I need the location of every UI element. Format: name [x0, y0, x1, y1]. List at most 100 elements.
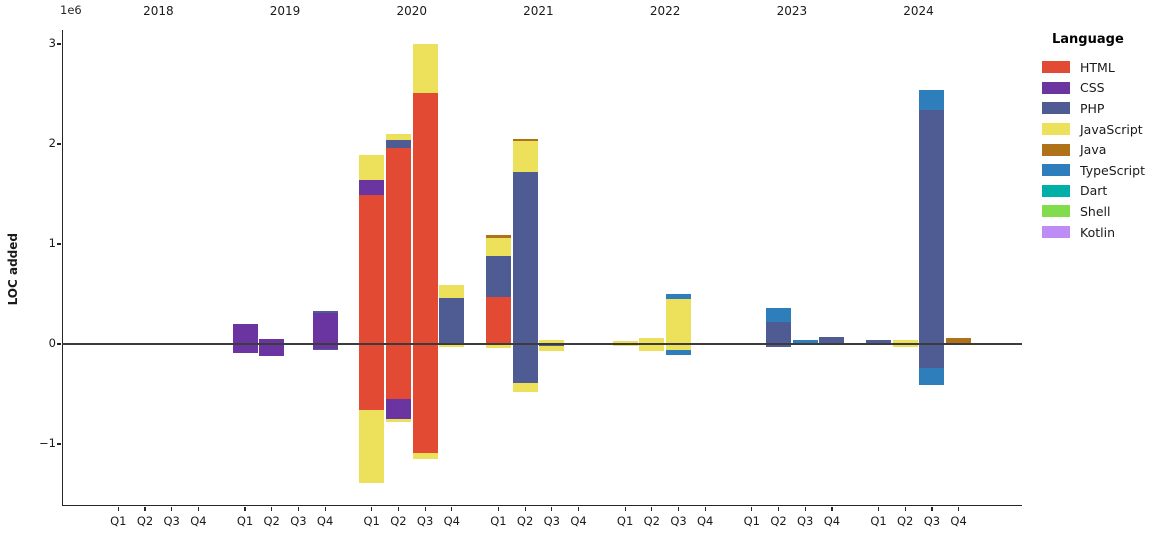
legend-swatch	[1042, 184, 1070, 197]
x-tick-label: Q4	[443, 514, 460, 528]
year-label: 2023	[776, 4, 808, 18]
bar-segment	[359, 344, 385, 410]
x-tick-label: Q1	[236, 514, 254, 528]
bar-segment	[385, 419, 411, 422]
legend-item-label: CSS	[1080, 80, 1105, 96]
bar-segment	[359, 180, 385, 195]
bar-segment	[359, 410, 385, 483]
bar-segment	[485, 256, 511, 297]
year-label: 2018	[143, 4, 174, 18]
x-tick	[117, 507, 119, 511]
x-tick-label: Q2	[136, 514, 154, 528]
x-tick-label: Q3	[543, 514, 560, 528]
bar-segment	[439, 298, 465, 344]
x-tick-label: Q3	[416, 514, 434, 528]
x-tick	[397, 507, 400, 511]
x-tick	[497, 507, 500, 511]
x-tick-label: Q3	[163, 514, 180, 528]
zero-line	[62, 343, 1022, 345]
legend-item: Shell	[1038, 201, 1158, 222]
bar-segment	[892, 340, 918, 344]
x-tick	[524, 507, 526, 511]
legend-item-label: Dart	[1080, 183, 1108, 199]
x-tick-label: Q3	[923, 514, 941, 528]
bar-segment	[919, 344, 945, 368]
x-tick-label: Q1	[743, 514, 760, 528]
bar-segment	[485, 238, 511, 256]
x-tick-label: Q2	[643, 514, 660, 528]
x-tick	[371, 507, 373, 511]
bar-segment	[385, 134, 411, 140]
bar-segment	[512, 139, 538, 141]
legend-item: Java	[1038, 139, 1158, 160]
bar-segment	[512, 172, 538, 344]
bar-segment	[412, 44, 438, 93]
legend-item: CSS	[1038, 78, 1158, 99]
x-tick-label: Q1	[870, 514, 887, 528]
x-tick-label: Q2	[897, 514, 914, 528]
x-tick	[931, 507, 933, 511]
legend: Language HTML CSS PHP JavaScript Java TypeScr…	[1038, 32, 1158, 242]
bar-segment	[539, 340, 565, 344]
x-tick-label: Q4	[570, 514, 587, 528]
bar-segment	[259, 339, 285, 344]
bar-segment	[312, 311, 338, 313]
y-tick-label: 0	[48, 336, 56, 350]
legend-swatch	[1042, 61, 1070, 74]
bar-segment	[385, 148, 411, 344]
legend-item: PHP	[1038, 98, 1158, 119]
bar-segment	[485, 344, 511, 348]
bar-segment	[919, 90, 945, 110]
x-tick	[171, 507, 173, 511]
bar-segment	[946, 338, 972, 344]
x-tick-label: Q4	[190, 514, 207, 528]
x-tick-label: Q4	[316, 514, 334, 528]
x-tick	[904, 507, 906, 511]
bar-segment	[385, 140, 411, 148]
bar-segment	[385, 344, 411, 399]
x-tick	[777, 507, 780, 511]
x-tick	[551, 507, 553, 511]
legend-title: Language	[1052, 32, 1124, 47]
x-tick-label: Q2	[390, 514, 407, 528]
legend-item-label: PHP	[1080, 100, 1105, 116]
y-tick	[57, 243, 61, 245]
bar-segment	[439, 344, 465, 347]
bar-segment	[312, 313, 338, 344]
year-label: 2024	[903, 4, 934, 18]
x-tick	[244, 507, 246, 511]
bar-segment	[485, 297, 511, 344]
y-tick	[57, 143, 61, 145]
bar-segment	[359, 155, 385, 180]
x-tick	[877, 507, 880, 511]
legend-swatch	[1042, 164, 1070, 177]
x-tick	[677, 507, 680, 511]
legend-item: JavaScript	[1038, 119, 1158, 140]
bar-segment	[766, 308, 791, 322]
legend-item: HTML	[1038, 57, 1158, 78]
x-tick	[577, 507, 580, 511]
y-tick	[57, 443, 61, 445]
bar-segment	[539, 346, 565, 351]
bar-segment	[666, 350, 691, 355]
bar-segment	[792, 340, 818, 343]
legend-item-label: TypeScript	[1080, 162, 1145, 178]
bar-segment	[919, 110, 945, 344]
x-tick	[831, 507, 833, 511]
bar-segment	[512, 344, 538, 383]
legend-swatch	[1042, 143, 1070, 156]
legend-swatch	[1042, 205, 1070, 218]
x-tick	[144, 507, 146, 511]
bar-segment	[359, 195, 385, 344]
y-tick-label: 1	[48, 236, 56, 250]
x-tick	[624, 507, 626, 511]
bar-segment	[385, 399, 411, 419]
y-tick	[57, 343, 61, 345]
bar-segment	[639, 344, 665, 351]
bar-segment	[259, 344, 285, 356]
legend-swatch	[1042, 123, 1070, 136]
bar-segment	[539, 344, 565, 346]
bar-segment	[819, 337, 845, 344]
legend-swatch	[1042, 102, 1070, 115]
year-label: 2022	[649, 4, 681, 18]
